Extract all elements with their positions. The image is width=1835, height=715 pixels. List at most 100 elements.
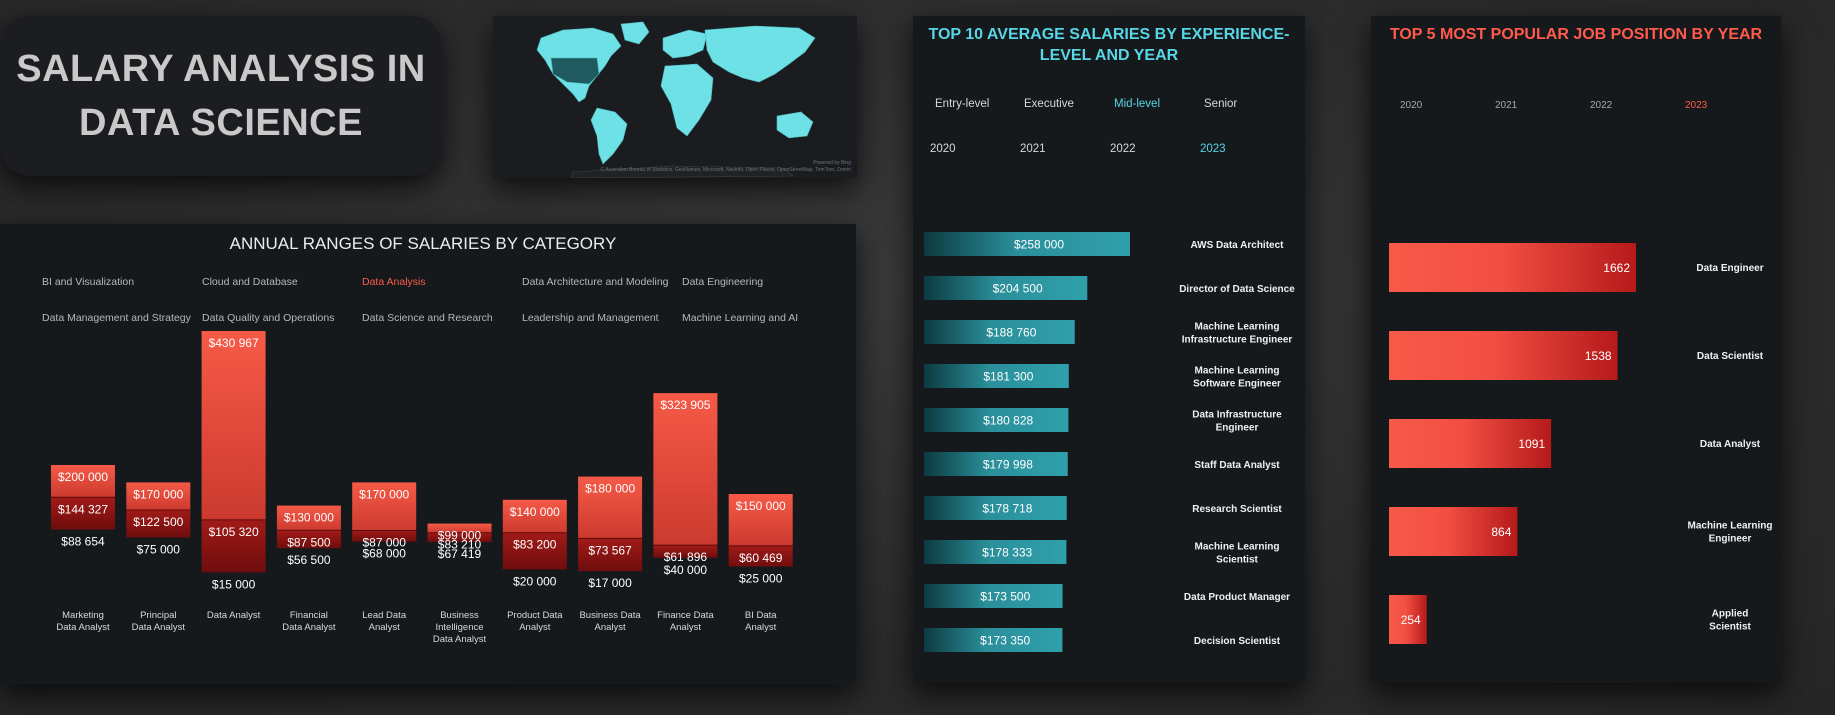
job-year-option-2022[interactable]: 2022 bbox=[1590, 100, 1613, 111]
range-bar-lower-bi-data-analyst[interactable] bbox=[728, 545, 793, 567]
salaries-chart-title-text: TOP 10 AVERAGE SALARIES BY EXPERIENCE-LE… bbox=[928, 26, 1290, 64]
salary-bar-decision-scientist[interactable] bbox=[924, 628, 1063, 652]
range-category-label-business-data-analyst: Business Data Analyst bbox=[579, 610, 641, 633]
level-option-senior[interactable]: Senior bbox=[1204, 98, 1238, 110]
salary-value-data-product-manager: $173 500 bbox=[980, 590, 1030, 604]
level-option-mid-level[interactable]: Mid-level bbox=[1114, 98, 1161, 110]
range-avg-label-finance-data-analyst: $61 896 bbox=[664, 550, 708, 564]
job-category-data-scientist: Data Scientist bbox=[1697, 351, 1764, 362]
range-bar-upper-finance-data-analyst[interactable] bbox=[653, 393, 718, 546]
range-max-label-lead-data-analyst: $170 000 bbox=[359, 487, 409, 501]
salary-value-data-infrastructure-engineer: $180 828 bbox=[983, 414, 1033, 428]
range-min-label-bi-data-analyst: $25 000 bbox=[739, 572, 783, 586]
range-bar-upper-bi-data-analyst[interactable] bbox=[728, 494, 793, 546]
job-bar-applied-scientist[interactable] bbox=[1389, 595, 1427, 644]
range-bar-lower-data-analyst[interactable] bbox=[201, 519, 266, 573]
map-attribution-top: Powered by Bing bbox=[813, 160, 851, 166]
salary-bar-director-of-data-science[interactable] bbox=[924, 276, 1088, 300]
category-option-machine-learning-and-ai[interactable]: Machine Learning and AI bbox=[682, 312, 799, 324]
range-max-label-finance-data-analyst: $323 905 bbox=[660, 398, 710, 412]
range-bar-upper-business-data-analyst[interactable] bbox=[578, 476, 643, 539]
salary-bar-aws-data-architect[interactable] bbox=[924, 232, 1130, 256]
range-min-label-marketing-data-analyst: $88 654 bbox=[61, 535, 105, 549]
job-year-option-2023[interactable]: 2023 bbox=[1685, 100, 1708, 111]
range-bar-lower-business-data-analyst[interactable] bbox=[578, 538, 643, 572]
range-avg-label-data-analyst: $105 320 bbox=[209, 525, 259, 539]
range-bar-upper-financial-data-analyst[interactable] bbox=[276, 505, 341, 531]
salary-year-option-2022[interactable]: 2022 bbox=[1110, 143, 1136, 155]
range-max-label-data-analyst: $430 967 bbox=[209, 336, 259, 350]
salary-value-aws-data-architect: $258 000 bbox=[1014, 238, 1064, 252]
range-max-label-business-intelligence-data-analyst: $99 000 bbox=[438, 529, 482, 543]
range-bar-lower-business-intelligence-data-analyst[interactable] bbox=[427, 532, 492, 542]
category-option-data-science-and-research[interactable]: Data Science and Research bbox=[362, 312, 493, 324]
salary-ranges-panel: ANNUAL RANGES OF SALARIES BY CATEGORY BI… bbox=[0, 224, 856, 684]
range-bar-upper-lead-data-analyst[interactable] bbox=[352, 482, 417, 531]
range-bar-upper-marketing-data-analyst[interactable] bbox=[51, 465, 115, 498]
range-bar-upper-business-intelligence-data-analyst[interactable] bbox=[427, 523, 492, 533]
category-option-data-quality-and-operations[interactable]: Data Quality and Operations bbox=[202, 312, 335, 324]
category-option-cloud-and-database[interactable]: Cloud and Database bbox=[202, 276, 298, 288]
range-bar-lower-financial-data-analyst[interactable] bbox=[276, 530, 341, 549]
world-map-svg bbox=[536, 21, 816, 178]
salary-category-research-scientist: Research Scientist bbox=[1192, 504, 1282, 515]
salary-bar-machine-learning-infrastructure-engineer[interactable] bbox=[924, 320, 1075, 344]
salary-value-machine-learning-infrastructure-engineer: $188 760 bbox=[986, 326, 1036, 340]
range-bar-lower-finance-data-analyst[interactable] bbox=[653, 545, 718, 558]
range-bar-lower-lead-data-analyst[interactable] bbox=[352, 530, 417, 542]
job-year-option-2020[interactable]: 2020 bbox=[1400, 100, 1423, 111]
range-category-label-principal-data-analyst: Principal Data Analyst bbox=[132, 610, 186, 633]
range-avg-label-business-data-analyst: $73 567 bbox=[588, 543, 632, 557]
job-category-data-analyst: Data Analyst bbox=[1700, 439, 1761, 450]
range-max-label-business-data-analyst: $180 000 bbox=[585, 482, 635, 496]
salary-bar-research-scientist[interactable] bbox=[924, 496, 1067, 520]
category-option-data-engineering[interactable]: Data Engineering bbox=[682, 276, 764, 288]
range-bar-lower-product-data-analyst[interactable] bbox=[502, 532, 567, 570]
job-bar-data-scientist[interactable] bbox=[1389, 331, 1618, 380]
range-bar-upper-product-data-analyst[interactable] bbox=[502, 499, 567, 533]
salary-category-data-product-manager: Data Product Manager bbox=[1184, 592, 1290, 603]
salary-bar-machine-learning-software-engineer[interactable] bbox=[924, 364, 1069, 388]
category-option-data-analysis[interactable]: Data Analysis bbox=[362, 276, 426, 288]
salary-year-option-2020[interactable]: 2020 bbox=[930, 143, 956, 155]
category-option-data-architecture-and-modeling[interactable]: Data Architecture and Modeling bbox=[522, 276, 669, 288]
range-bar-upper-data-analyst[interactable] bbox=[201, 331, 266, 520]
map-africa bbox=[660, 63, 714, 137]
category-option-bi-and-visualization[interactable]: BI and Visualization bbox=[42, 276, 135, 288]
salary-bar-machine-learning-scientist[interactable] bbox=[924, 540, 1067, 564]
range-bar-lower-principal-data-analyst[interactable] bbox=[126, 509, 191, 538]
salary-value-decision-scientist: $173 350 bbox=[980, 634, 1030, 648]
range-avg-label-business-intelligence-data-analyst: $83 210 bbox=[438, 538, 482, 552]
world-map[interactable]: Powered by Bing © Australian Bureau of S… bbox=[493, 16, 857, 178]
jobs-chart-title: TOP 5 MOST POPULAR JOB POSITION BY YEAR bbox=[1371, 24, 1781, 45]
range-max-label-product-data-analyst: $140 000 bbox=[510, 505, 560, 519]
job-value-applied-scientist: 254 bbox=[1401, 613, 1421, 627]
salary-category-machine-learning-scientist: Machine Learning Scientist bbox=[1194, 542, 1279, 566]
salary-year-option-2021[interactable]: 2021 bbox=[1020, 143, 1046, 155]
range-bar-upper-principal-data-analyst[interactable] bbox=[126, 482, 191, 510]
job-bar-data-analyst[interactable] bbox=[1389, 419, 1552, 468]
level-option-executive[interactable]: Executive bbox=[1024, 98, 1074, 110]
dashboard-title-line1: SALARY ANALYSIS IN bbox=[16, 48, 426, 90]
range-avg-label-financial-data-analyst: $87 500 bbox=[287, 535, 331, 549]
salary-bar-data-product-manager[interactable] bbox=[924, 584, 1063, 608]
salary-bar-data-infrastructure-engineer[interactable] bbox=[924, 408, 1069, 432]
salary-year-option-2023[interactable]: 2023 bbox=[1200, 143, 1226, 155]
job-bar-machine-learning-engineer[interactable] bbox=[1389, 507, 1518, 556]
salary-category-staff-data-analyst: Staff Data Analyst bbox=[1194, 460, 1280, 471]
salary-bar-staff-data-analyst[interactable] bbox=[924, 452, 1068, 476]
top-salaries-panel: TOP 10 AVERAGE SALARIES BY EXPERIENCE-LE… bbox=[913, 16, 1305, 683]
job-bar-data-engineer[interactable] bbox=[1389, 243, 1636, 292]
range-avg-label-marketing-data-analyst: $144 327 bbox=[58, 502, 108, 516]
range-bar-lower-marketing-data-analyst[interactable] bbox=[51, 497, 115, 530]
category-option-leadership-and-management[interactable]: Leadership and Management bbox=[522, 312, 659, 324]
map-asia bbox=[704, 25, 816, 83]
range-min-label-finance-data-analyst: $40 000 bbox=[664, 563, 708, 577]
category-option-data-management-and-strategy[interactable]: Data Management and Strategy bbox=[42, 312, 191, 324]
range-max-label-marketing-data-analyst: $200 000 bbox=[58, 470, 108, 484]
range-category-label-marketing-data-analyst: Marketing Data Analyst bbox=[56, 610, 110, 633]
range-chart-title: ANNUAL RANGES OF SALARIES BY CATEGORY bbox=[229, 234, 617, 253]
range-chart-svg: $200 000 $144 327 $88 654 Marketing Data Ana… bbox=[51, 331, 793, 645]
job-year-option-2021[interactable]: 2021 bbox=[1495, 100, 1518, 111]
level-option-entry-level[interactable]: Entry-level bbox=[935, 98, 990, 110]
